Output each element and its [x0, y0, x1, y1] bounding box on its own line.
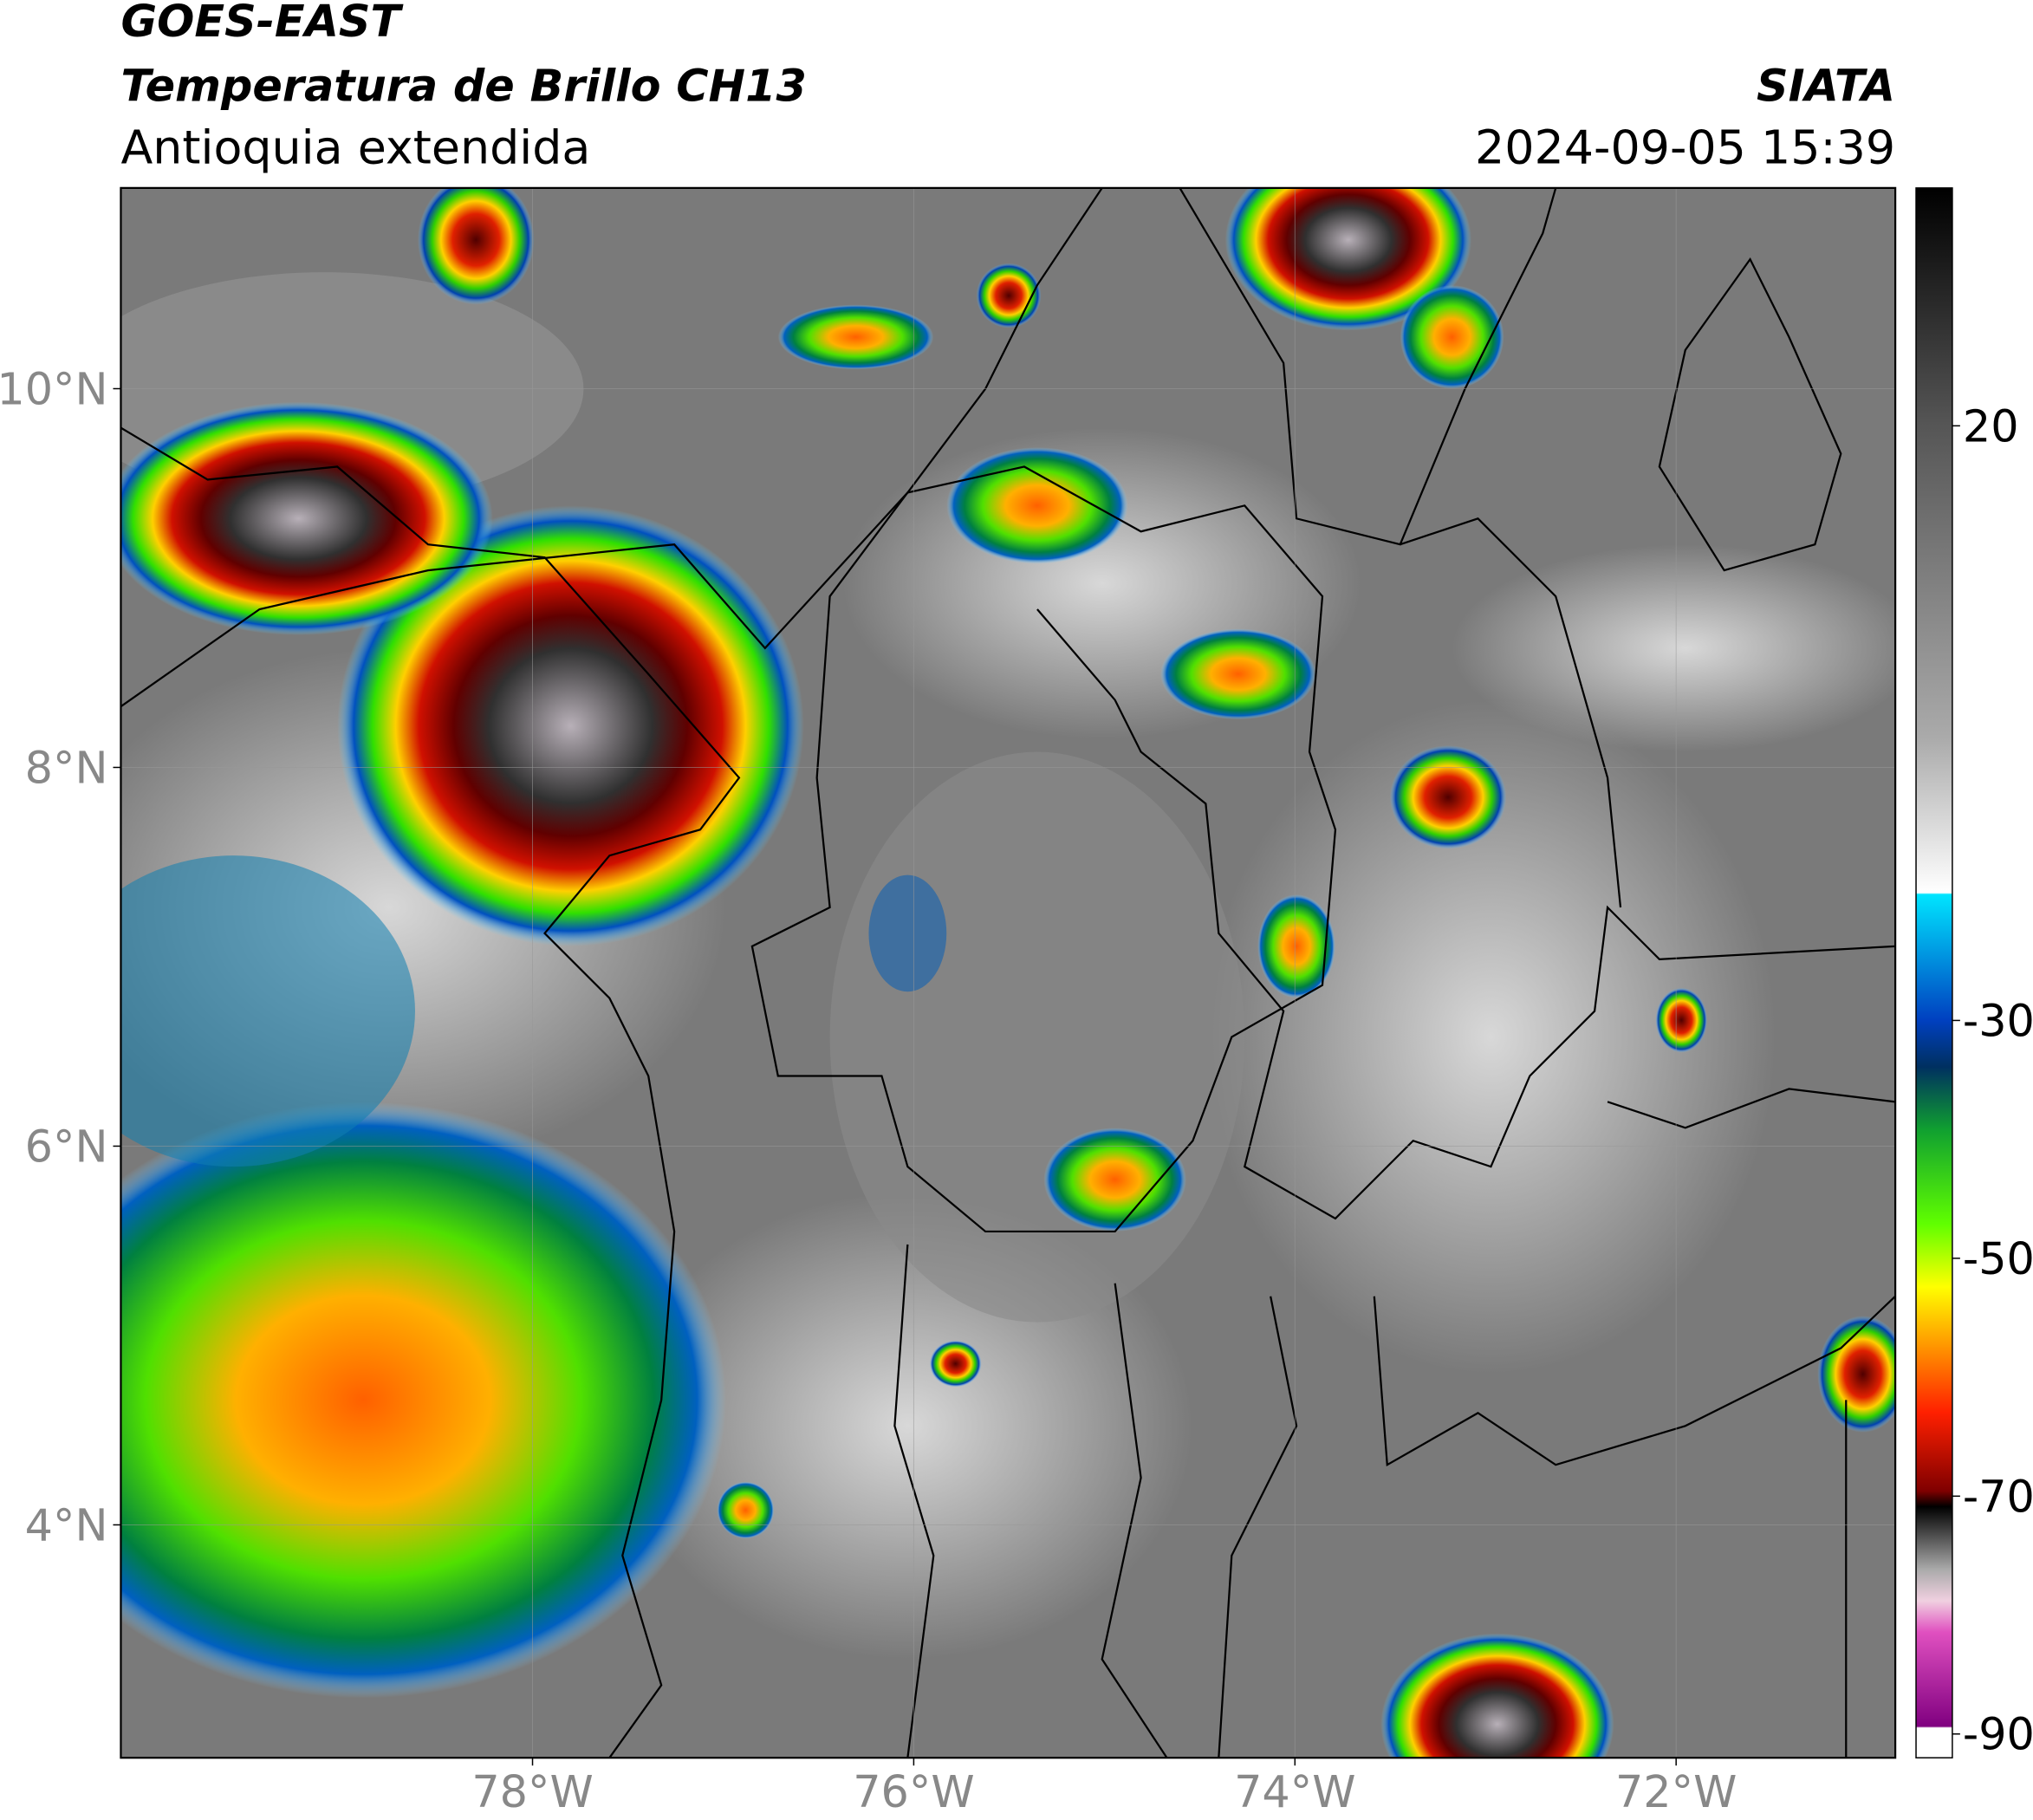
x-tick-label: 76°W [853, 1766, 974, 1817]
region: Antioquia extendida [120, 120, 590, 174]
y-tick-label: 6°N [25, 1121, 108, 1172]
colorbar-tick-label: -50 [1963, 1233, 2033, 1284]
y-tick-label: 10°N [0, 363, 107, 414]
map-frame [120, 186, 1897, 1759]
colorbar-tick-label: 20 [1963, 400, 2019, 452]
datetime: 2024-09-05 15:39 [1475, 120, 1895, 174]
x-tick-label: 72°W [1615, 1766, 1737, 1817]
title: GOES-EAST [120, 0, 404, 47]
map [120, 187, 1896, 1758]
colorbar-tick-label: -90 [1963, 1709, 2033, 1760]
subtitle: Temperatura de Brillo CH13 [120, 61, 806, 112]
y-tick-label: 8°N [25, 742, 108, 793]
x-tick-label: 74°W [1234, 1766, 1355, 1817]
y-tick-label: 4°N [25, 1499, 108, 1550]
colorbar-tick-label: -30 [1963, 995, 2033, 1046]
colorbar [1915, 187, 1953, 1758]
source: SIATA [1757, 61, 1895, 112]
x-tick-label: 78°W [471, 1766, 593, 1817]
colorbar-tick-label: -70 [1963, 1471, 2033, 1522]
